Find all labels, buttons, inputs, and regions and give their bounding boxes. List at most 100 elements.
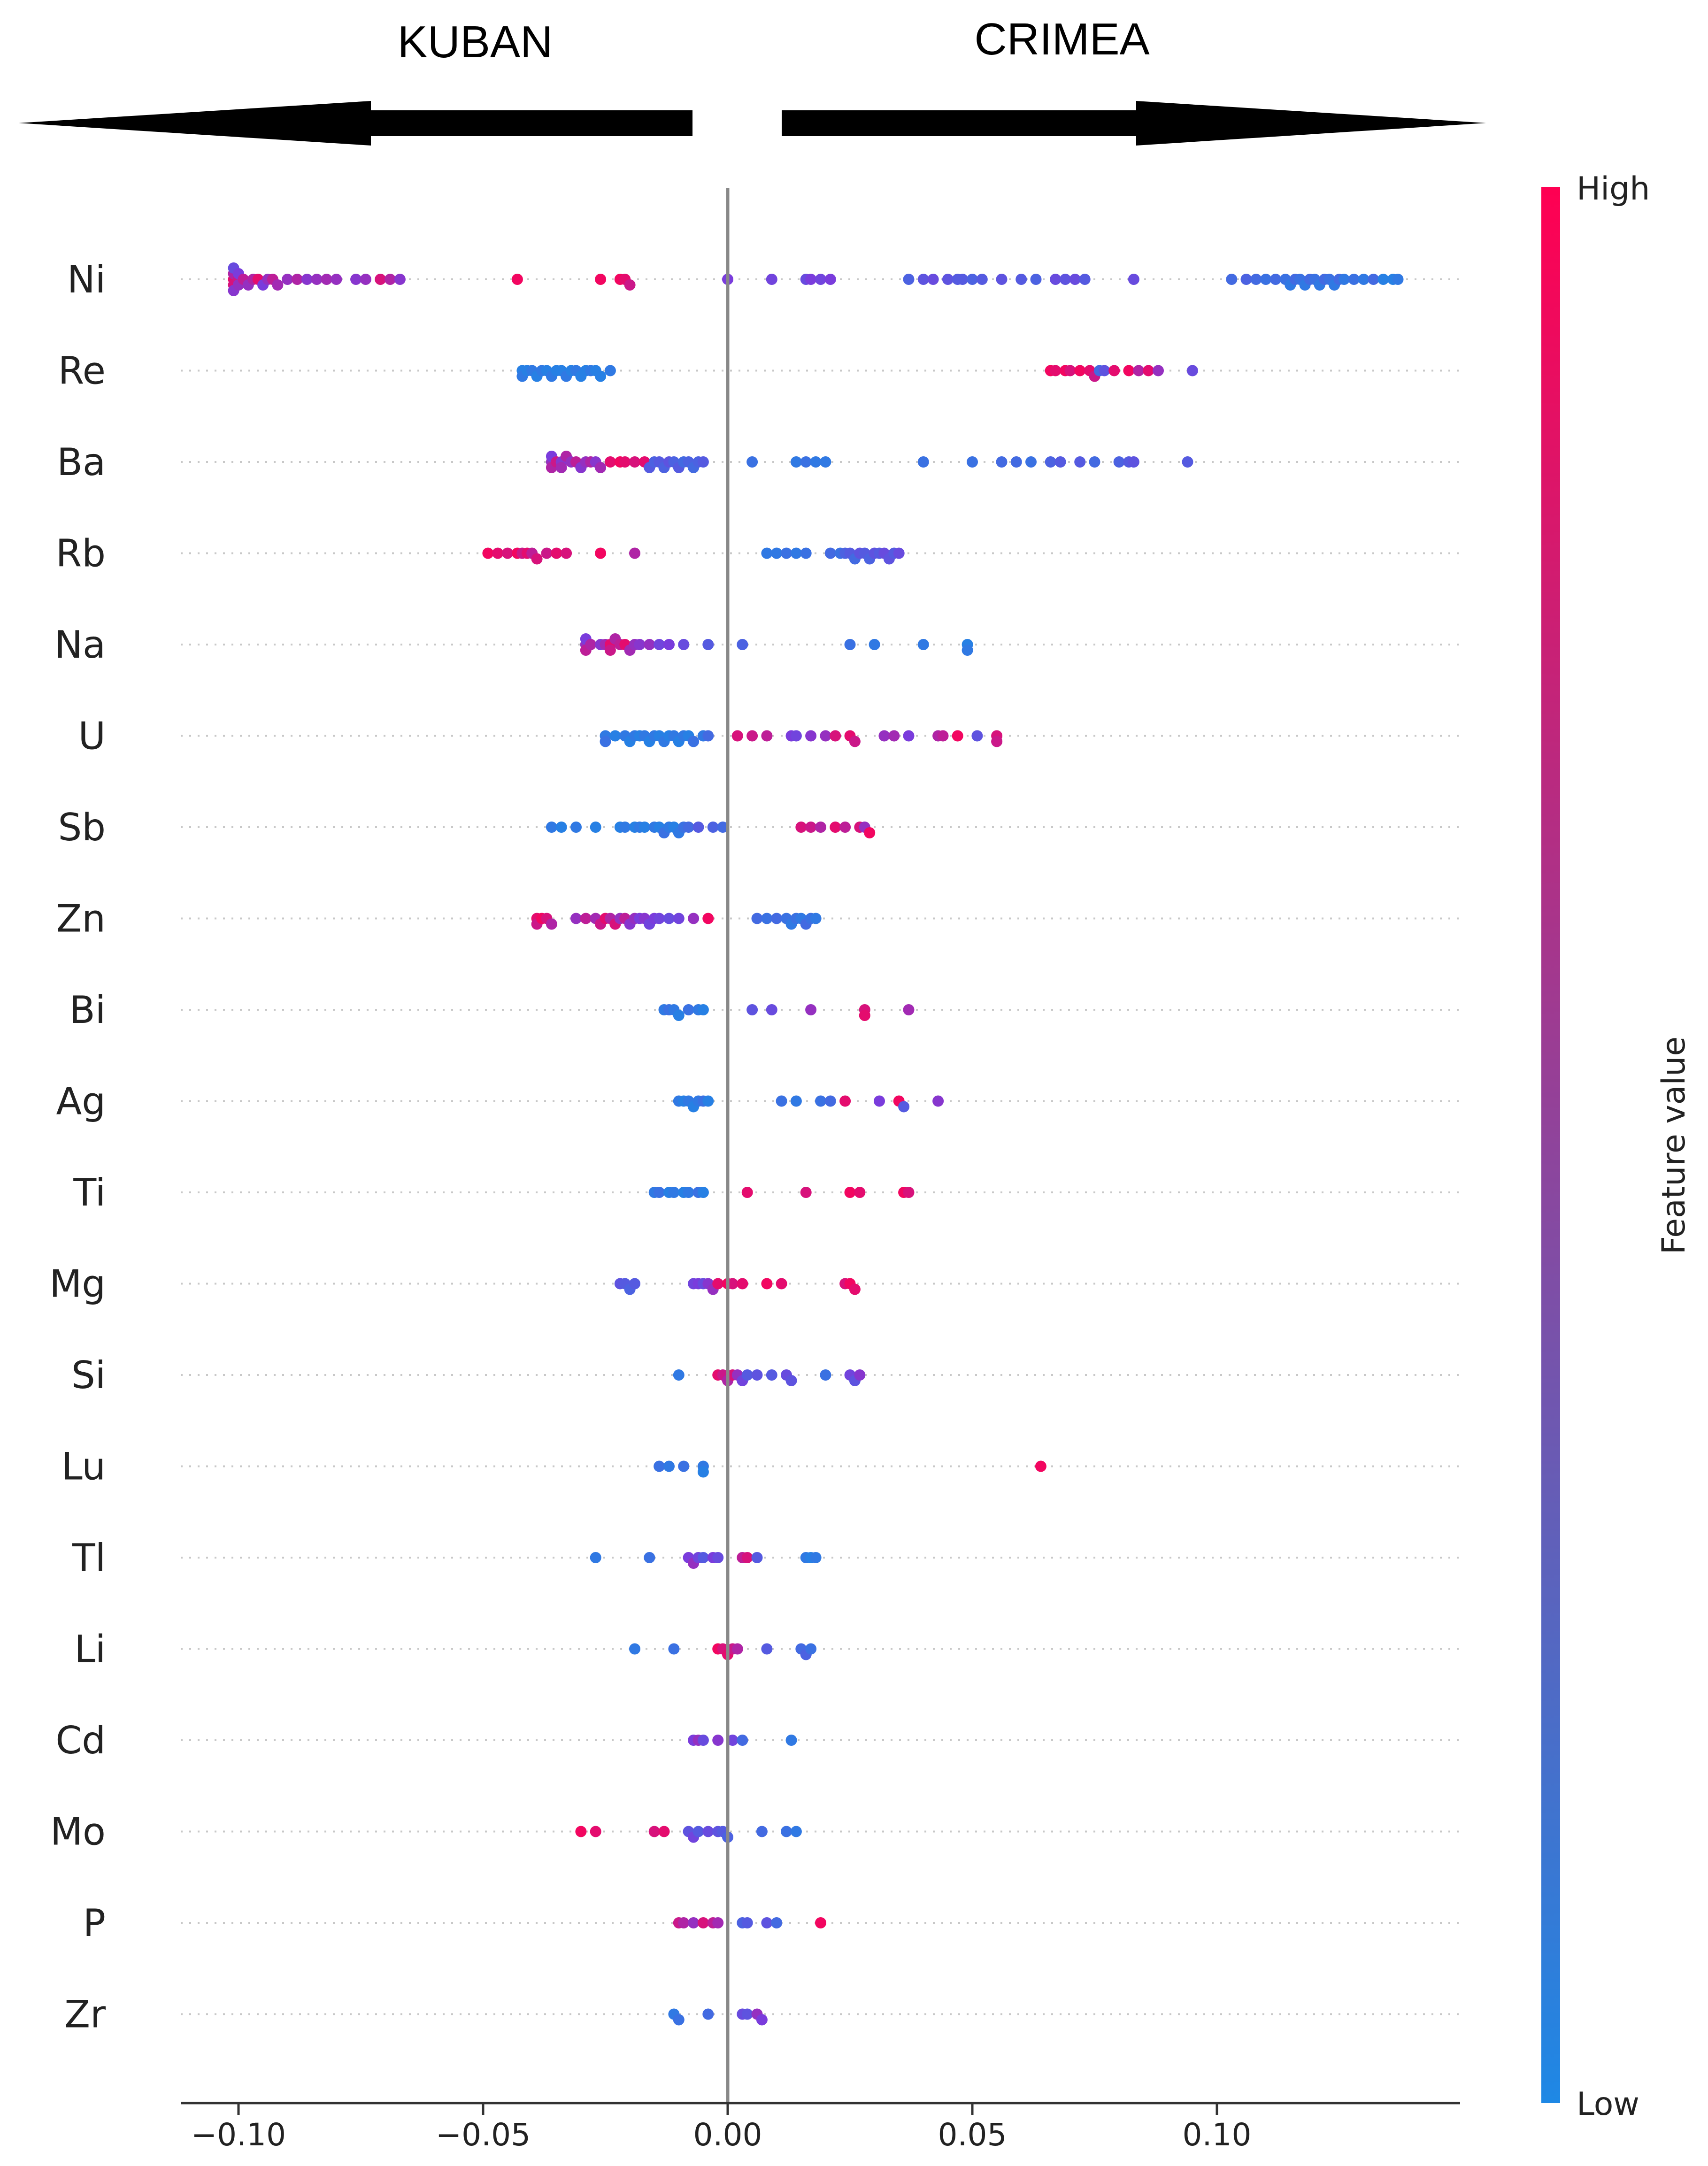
point-zr-2 — [702, 2008, 714, 2020]
point-u-35 — [952, 730, 963, 742]
point-ni-52 — [1079, 274, 1091, 285]
point-bi-9 — [805, 1004, 817, 1015]
point-ag-8 — [790, 1095, 802, 1107]
point-ni-72 — [1348, 274, 1360, 285]
colorbar-title: Feature value — [1655, 1037, 1693, 1254]
point-p-9 — [771, 1917, 783, 1928]
point-rb-0 — [482, 547, 494, 559]
point-tl-5 — [697, 1552, 709, 1563]
point-ti-9 — [800, 1187, 812, 1198]
point-sb-20 — [795, 822, 807, 833]
point-u-2 — [609, 730, 621, 742]
point-u-34 — [937, 730, 949, 742]
point-na-7 — [604, 645, 616, 656]
point-u-1 — [600, 736, 611, 747]
point-si-15 — [854, 1369, 866, 1381]
point-sb-22 — [815, 822, 826, 833]
point-re-18 — [604, 365, 616, 376]
point-zn-4 — [546, 918, 557, 930]
point-re-30 — [1133, 365, 1145, 376]
point-mo-6 — [692, 1826, 704, 1837]
feature-label-li: Li — [74, 1628, 106, 1671]
feature-label-u: U — [78, 714, 106, 758]
point-ni-55 — [1240, 274, 1252, 285]
x-tick-label-1: −0.05 — [436, 2117, 531, 2153]
point-ni-77 — [1392, 274, 1404, 285]
point-sb-19 — [717, 822, 729, 833]
feature-label-zr: Zr — [64, 1993, 106, 2036]
point-na-18 — [702, 639, 714, 650]
point-ba-48 — [1182, 456, 1193, 468]
point-rb-18 — [824, 547, 836, 559]
point-sb-18 — [707, 822, 719, 833]
point-tl-0 — [590, 1552, 601, 1563]
point-rb-10 — [561, 547, 572, 559]
point-u-32 — [903, 730, 915, 742]
point-li-1 — [668, 1643, 680, 1655]
feature-label-bi: Bi — [69, 988, 106, 1032]
point-ti-3 — [668, 1187, 680, 1198]
point-ba-44 — [1089, 456, 1100, 468]
point-mo-0 — [575, 1826, 587, 1837]
point-ba-47 — [1128, 456, 1139, 468]
point-p-5 — [712, 1917, 724, 1928]
right-arrow-label: CRIMEA — [974, 14, 1149, 64]
point-ni-37 — [824, 274, 836, 285]
point-sb-2 — [570, 822, 582, 833]
point-p-7 — [741, 1917, 753, 1928]
left-arrow-label: KUBAN — [398, 17, 553, 67]
point-ba-30 — [697, 456, 709, 468]
point-lu-2 — [678, 1460, 690, 1472]
point-ni-56 — [1250, 274, 1262, 285]
point-ag-11 — [839, 1095, 851, 1107]
point-bi-6 — [697, 1004, 709, 1015]
point-ag-14 — [898, 1101, 910, 1113]
point-u-22 — [761, 730, 773, 742]
point-sb-0 — [546, 822, 557, 833]
point-na-3 — [585, 639, 597, 650]
feature-label-lu: Lu — [62, 1445, 106, 1489]
point-ni-22 — [350, 274, 362, 285]
point-rb-12 — [629, 547, 640, 559]
point-zn-26 — [761, 913, 773, 924]
feature-label-ti: Ti — [73, 1171, 106, 1214]
point-ba-17 — [629, 456, 640, 468]
feature-label-mo: Mo — [50, 1810, 106, 1854]
x-tick-label-3: 0.05 — [938, 2117, 1007, 2153]
x-axis-ticks: −0.10 −0.05 0.00 0.05 0.10 — [191, 2103, 1251, 2153]
point-na-17 — [678, 639, 690, 650]
point-ni-15 — [272, 279, 284, 291]
point-ba-32 — [790, 456, 802, 468]
point-zr-6 — [756, 2014, 768, 2026]
point-u-24 — [790, 730, 802, 742]
point-li-7 — [761, 1643, 773, 1655]
point-ag-9 — [815, 1095, 826, 1107]
point-ni-20 — [321, 274, 332, 285]
point-si-9 — [766, 1369, 777, 1381]
point-mg-3 — [629, 1278, 640, 1290]
point-ni-45 — [976, 274, 988, 285]
point-cd-3 — [712, 1735, 724, 1746]
point-ba-39 — [1010, 456, 1022, 468]
point-re-17 — [595, 370, 607, 382]
point-ni-75 — [1377, 274, 1389, 285]
point-ag-7 — [776, 1095, 787, 1107]
point-sb-21 — [805, 822, 817, 833]
point-ag-12 — [874, 1095, 885, 1107]
point-mg-13 — [761, 1278, 773, 1290]
point-mg-14 — [776, 1278, 787, 1290]
point-re-31 — [1143, 365, 1154, 376]
point-u-36 — [971, 730, 983, 742]
point-rb-31 — [893, 547, 905, 559]
point-re-29 — [1123, 365, 1135, 376]
point-si-12 — [820, 1369, 831, 1381]
point-ba-38 — [996, 456, 1008, 468]
point-ni-31 — [624, 279, 636, 291]
point-ba-40 — [1025, 456, 1037, 468]
point-u-29 — [849, 736, 861, 747]
point-bi-7 — [746, 1004, 758, 1015]
point-rb-8 — [541, 547, 553, 559]
point-p-1 — [678, 1917, 690, 1928]
point-mo-12 — [781, 1826, 792, 1837]
